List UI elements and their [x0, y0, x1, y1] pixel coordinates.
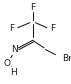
Text: O: O — [4, 59, 11, 68]
Text: H: H — [10, 68, 17, 77]
Text: F: F — [30, 3, 35, 12]
Text: F: F — [50, 24, 55, 34]
Text: F: F — [9, 24, 14, 34]
Text: Br: Br — [62, 54, 71, 63]
Text: N: N — [11, 45, 18, 55]
